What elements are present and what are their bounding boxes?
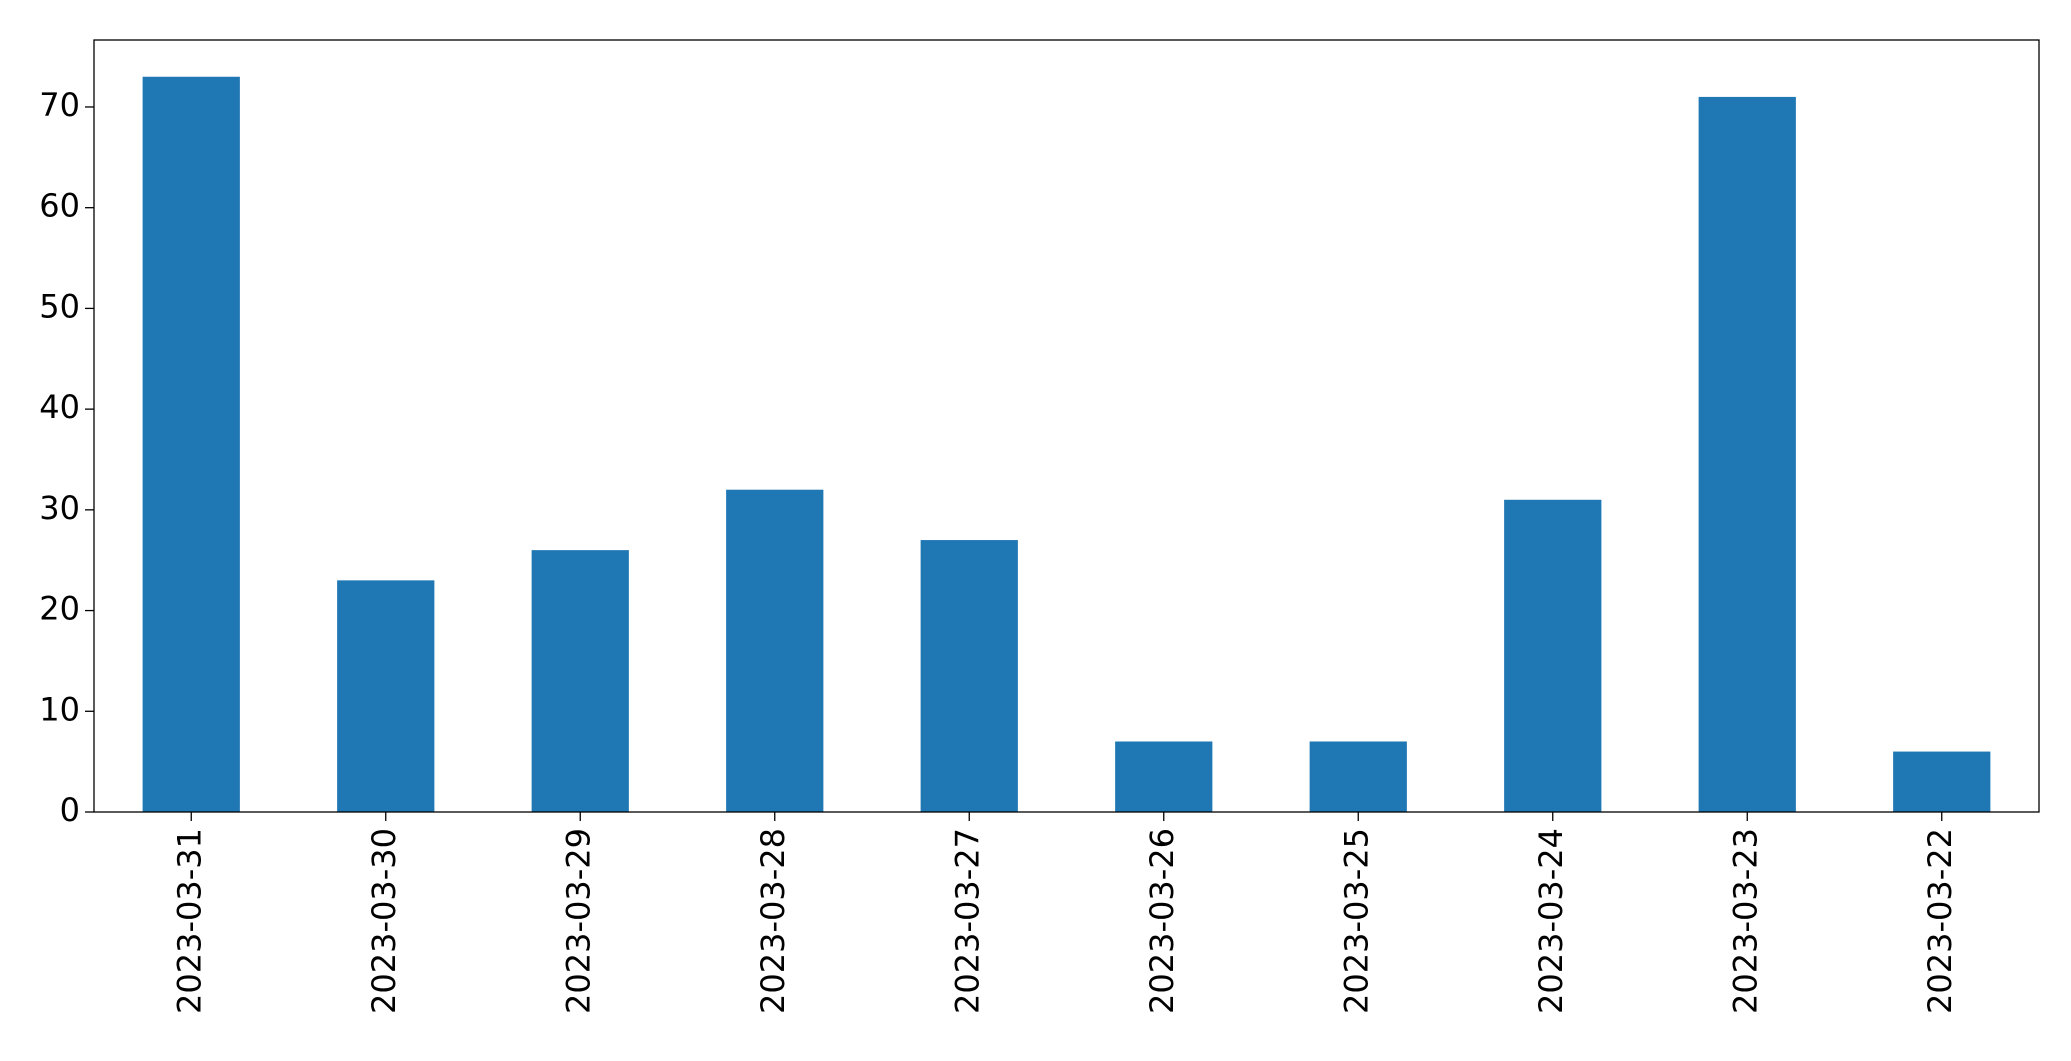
y-tick-label: 20 [39, 590, 80, 628]
bar [1309, 741, 1407, 812]
x-tick-label: 2023-03-30 [365, 828, 403, 1014]
y-tick-label: 70 [39, 86, 80, 124]
y-tick-label: 30 [39, 489, 80, 527]
bar [1504, 499, 1602, 812]
x-tick-label: 2023-03-29 [559, 828, 597, 1014]
y-tick-label: 50 [39, 287, 80, 325]
x-tick-label: 2023-03-27 [948, 828, 986, 1014]
x-tick-label: 2023-03-22 [1921, 828, 1959, 1014]
x-tick-label: 2023-03-31 [170, 828, 208, 1014]
bar [726, 489, 824, 812]
bar [1698, 96, 1796, 813]
x-tick-label: 2023-03-26 [1143, 828, 1181, 1014]
y-tick-label: 40 [39, 388, 80, 426]
x-tick-label: 2023-03-23 [1726, 828, 1764, 1014]
x-tick-label: 2023-03-28 [754, 828, 792, 1014]
x-tick-label: 2023-03-24 [1532, 828, 1570, 1014]
bar [531, 550, 629, 812]
bar [1115, 741, 1213, 812]
bar [1893, 751, 1991, 812]
x-tick-label: 2023-03-25 [1337, 828, 1375, 1014]
y-tick-label: 10 [39, 690, 80, 728]
bar [920, 540, 1018, 812]
bar [337, 580, 435, 812]
plot-frame [93, 39, 2040, 813]
bar [142, 76, 240, 812]
y-tick-label: 60 [39, 187, 80, 225]
y-tick-label: 0 [60, 791, 80, 829]
